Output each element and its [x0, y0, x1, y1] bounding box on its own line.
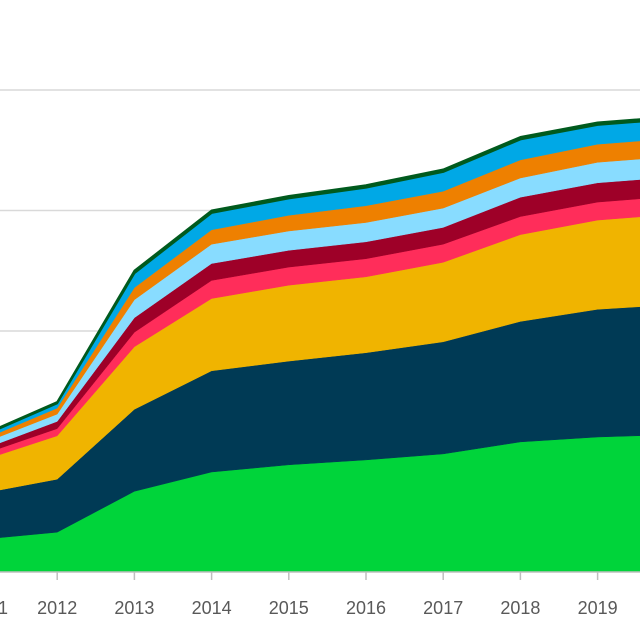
x-axis [0, 571, 640, 580]
x-tick-label: 2012 [37, 598, 77, 618]
x-tick-labels: 1 2012 2013 2014 2015 2016 2017 2018 2019 [0, 598, 618, 618]
x-tick-label: 1 [0, 598, 8, 618]
x-tick-label: 2016 [346, 598, 386, 618]
series-area-9 [0, 118, 640, 430]
series-areas [0, 118, 640, 573]
x-tick-label: 2014 [192, 598, 232, 618]
x-tick-label: 2013 [114, 598, 154, 618]
x-tick-label: 2018 [500, 598, 540, 618]
x-tick-label: 2019 [578, 598, 618, 618]
x-tick-label: 2017 [423, 598, 463, 618]
x-tick-label: 2015 [269, 598, 309, 618]
